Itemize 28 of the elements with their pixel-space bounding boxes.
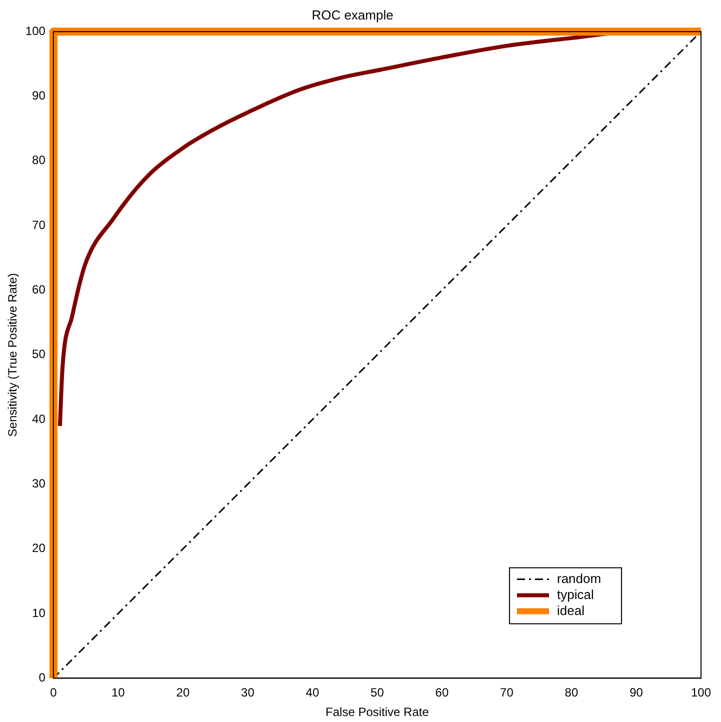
legend-label: random: [557, 570, 602, 586]
y-tick-label: 20: [32, 541, 46, 556]
x-axis-title: False Positive Rate: [326, 705, 430, 720]
x-tick-label: 50: [370, 686, 384, 700]
y-tick-label: 50: [32, 347, 46, 362]
x-tick-label: 20: [176, 686, 190, 700]
chart-title: ROC example: [312, 7, 394, 22]
x-tick-label: 90: [630, 686, 644, 700]
y-tick-label: 40: [32, 412, 46, 426]
x-tick-label: 30: [241, 686, 255, 700]
x-tick-label: 0: [50, 686, 58, 700]
y-tick-label: 90: [32, 88, 46, 103]
x-tick-label: 80: [564, 686, 578, 700]
legend-label: ideal: [557, 602, 585, 618]
y-tick-label: 60: [32, 282, 46, 297]
y-tick-label: 70: [32, 218, 46, 232]
x-tick-label: 70: [500, 686, 514, 700]
legend-label: typical: [557, 586, 594, 602]
y-tick-label: 80: [32, 153, 46, 168]
x-tick-label: 10: [112, 686, 126, 700]
x-tick-label: 100: [690, 686, 712, 700]
y-tick-label: 30: [32, 476, 46, 491]
y-axis-title: Sensitivity (True Positive Rate): [6, 273, 20, 437]
x-tick-label: 40: [306, 686, 320, 700]
x-tick-label: 60: [435, 686, 449, 700]
y-tick-label: 0: [38, 670, 46, 685]
y-tick-label: 100: [25, 24, 46, 38]
y-tick-label: 10: [32, 606, 46, 620]
